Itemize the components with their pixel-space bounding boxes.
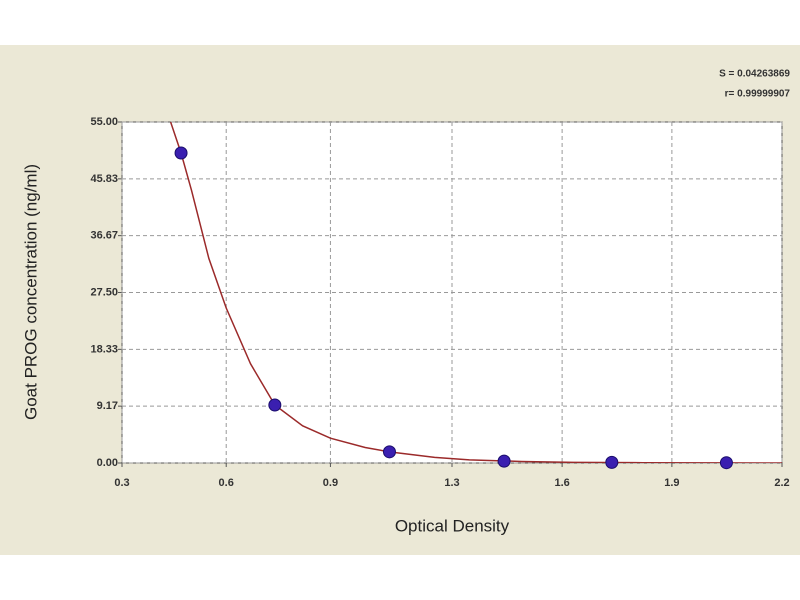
y-tick-label: 18.33 xyxy=(90,343,118,355)
y-tick-label: 27.50 xyxy=(90,286,118,298)
y-axis-title: Goat PROG concentration (ng/ml) xyxy=(21,164,40,420)
fit-curve xyxy=(169,122,782,463)
x-tick-label: 0.6 xyxy=(219,477,234,489)
annotation: r= 0.99999907 xyxy=(725,89,791,100)
y-tick-label: 9.17 xyxy=(97,400,118,412)
annotation: S = 0.04263869 xyxy=(719,69,790,80)
x-tick-label: 1.9 xyxy=(664,477,679,489)
x-tick-label: 2.2 xyxy=(774,477,789,489)
x-tick-label: 0.9 xyxy=(323,477,338,489)
data-point xyxy=(174,146,188,160)
x-tick-label: 0.3 xyxy=(114,477,129,489)
x-tick-label: 1.6 xyxy=(554,477,569,489)
data-point xyxy=(382,445,396,459)
data-point xyxy=(497,454,511,468)
y-tick-label: 45.83 xyxy=(90,173,118,185)
y-tick-label: 55.00 xyxy=(90,116,118,128)
x-axis-title: Optical Density xyxy=(395,516,510,535)
y-tick-label: 0.00 xyxy=(97,457,118,469)
data-point xyxy=(719,456,733,470)
y-tick-label: 36.67 xyxy=(90,230,118,242)
data-point xyxy=(268,398,282,412)
x-tick-label: 1.3 xyxy=(444,477,459,489)
data-point xyxy=(605,455,619,469)
